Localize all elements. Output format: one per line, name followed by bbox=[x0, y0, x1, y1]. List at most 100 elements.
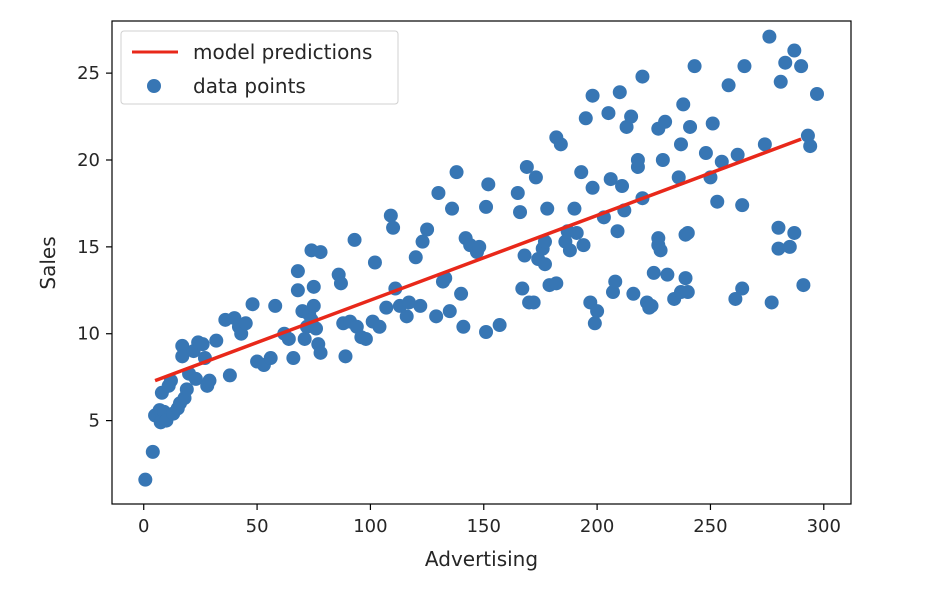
data-point bbox=[737, 59, 752, 74]
data-point bbox=[175, 349, 190, 364]
data-point bbox=[673, 137, 688, 152]
x-tick-label: 250 bbox=[693, 516, 727, 537]
data-point bbox=[479, 324, 494, 339]
y-axis: 5 10 15 20 25 bbox=[77, 63, 112, 432]
data-point bbox=[796, 278, 811, 293]
legend-label-data-points: data points bbox=[193, 74, 306, 98]
data-point bbox=[234, 326, 249, 341]
data-point bbox=[138, 472, 153, 487]
data-point bbox=[290, 283, 305, 298]
data-point bbox=[445, 201, 460, 216]
legend-box bbox=[120, 30, 399, 105]
data-point bbox=[764, 295, 779, 310]
data-point bbox=[705, 116, 720, 131]
data-point bbox=[680, 285, 695, 300]
data-point bbox=[612, 85, 627, 100]
data-point bbox=[676, 97, 691, 112]
data-points bbox=[138, 29, 824, 487]
data-point bbox=[610, 224, 625, 239]
x-tick-label: 300 bbox=[807, 516, 841, 537]
data-point bbox=[578, 111, 593, 126]
data-point bbox=[429, 309, 444, 324]
data-point bbox=[605, 285, 620, 300]
data-point bbox=[408, 250, 423, 265]
data-point bbox=[449, 165, 464, 180]
data-point bbox=[562, 243, 577, 258]
data-point bbox=[454, 286, 469, 301]
data-point bbox=[540, 201, 555, 216]
data-point bbox=[333, 276, 348, 291]
data-point bbox=[379, 300, 394, 315]
data-point bbox=[306, 279, 321, 294]
data-point bbox=[372, 319, 387, 334]
data-point bbox=[517, 248, 532, 263]
data-point bbox=[413, 298, 428, 313]
data-point bbox=[367, 255, 382, 270]
data-point bbox=[644, 298, 659, 313]
data-point bbox=[549, 276, 564, 291]
data-point bbox=[809, 86, 824, 101]
data-point bbox=[660, 267, 675, 282]
data-point bbox=[349, 319, 364, 334]
data-point bbox=[683, 119, 698, 134]
y-tick-label: 20 bbox=[77, 150, 100, 171]
data-point bbox=[281, 331, 296, 346]
data-point bbox=[587, 316, 602, 331]
data-point bbox=[800, 128, 815, 143]
data-point bbox=[202, 373, 217, 388]
x-axis: 0 50 100 150 200 250 300 bbox=[138, 504, 841, 537]
x-tick-label: 50 bbox=[246, 516, 269, 537]
data-point bbox=[576, 238, 591, 253]
data-point bbox=[431, 186, 446, 201]
data-point bbox=[188, 371, 203, 386]
data-point bbox=[619, 119, 634, 134]
legend: model predictions data points bbox=[120, 30, 399, 105]
data-point bbox=[513, 205, 528, 220]
x-axis-label: Advertising bbox=[425, 547, 538, 571]
data-point bbox=[624, 109, 639, 124]
data-point bbox=[778, 55, 793, 70]
data-point bbox=[290, 264, 305, 279]
data-point bbox=[794, 59, 809, 74]
data-point bbox=[492, 318, 507, 333]
data-point bbox=[655, 152, 670, 167]
data-point bbox=[222, 368, 237, 383]
data-point bbox=[209, 333, 224, 348]
data-point bbox=[803, 139, 818, 154]
y-tick-label: 5 bbox=[89, 411, 100, 432]
data-point bbox=[590, 304, 605, 319]
data-point bbox=[678, 271, 693, 286]
data-point bbox=[787, 225, 802, 240]
data-point bbox=[671, 170, 686, 185]
y-axis-label: Sales bbox=[36, 236, 60, 289]
data-point bbox=[658, 114, 673, 129]
data-point bbox=[528, 170, 543, 185]
legend-marker-swatch bbox=[147, 79, 161, 93]
data-point bbox=[603, 172, 618, 187]
data-point bbox=[358, 331, 373, 346]
data-point bbox=[569, 225, 584, 240]
data-point bbox=[585, 180, 600, 195]
data-point bbox=[574, 165, 589, 180]
data-point bbox=[145, 444, 160, 459]
data-point bbox=[601, 106, 616, 121]
data-point bbox=[537, 234, 552, 249]
data-point bbox=[479, 199, 494, 214]
data-point bbox=[515, 281, 530, 296]
data-point bbox=[537, 257, 552, 272]
y-tick-label: 10 bbox=[77, 324, 100, 345]
x-tick-label: 100 bbox=[353, 516, 387, 537]
x-tick-label: 150 bbox=[467, 516, 501, 537]
data-point bbox=[730, 147, 745, 162]
data-point bbox=[472, 239, 487, 254]
data-point bbox=[383, 208, 398, 223]
data-point bbox=[442, 304, 457, 319]
data-point bbox=[313, 245, 328, 260]
data-point bbox=[585, 88, 600, 103]
data-point bbox=[771, 241, 786, 256]
data-point bbox=[481, 177, 496, 192]
data-point bbox=[630, 152, 645, 167]
data-point bbox=[782, 239, 797, 254]
data-point bbox=[456, 319, 471, 334]
data-point bbox=[735, 281, 750, 296]
